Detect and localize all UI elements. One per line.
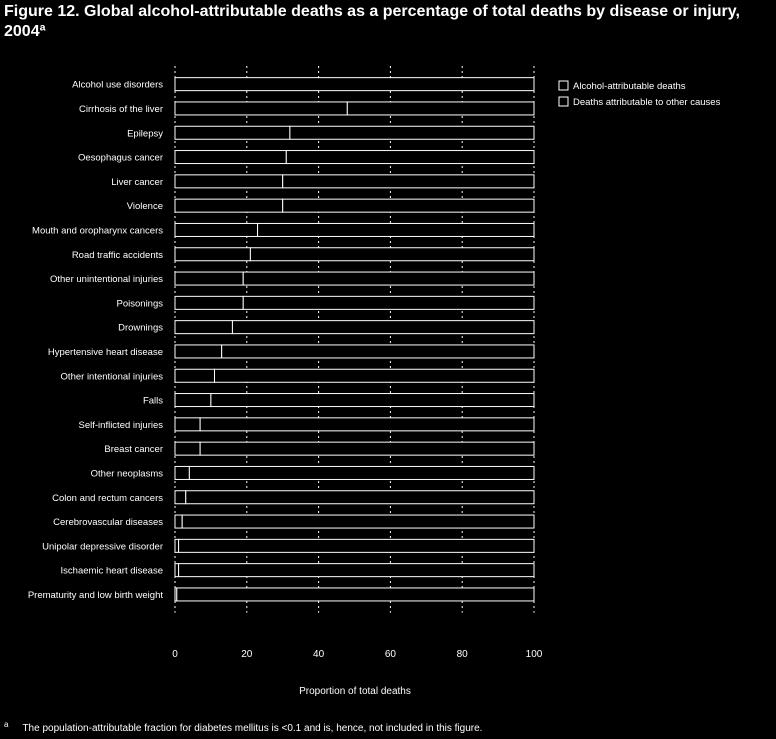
category-label: Liver cancer (111, 177, 163, 188)
x-tick-label: 40 (313, 649, 325, 660)
bars (174, 77, 535, 602)
bar-segment-alcohol (174, 417, 201, 432)
bar-segment-alcohol (174, 101, 348, 116)
bar-segment-alcohol (174, 247, 251, 262)
bar-segment-other (178, 538, 535, 553)
category-label: Alcohol use disorders (72, 80, 163, 91)
legend-label-other: Deaths attributable to other causes (573, 97, 721, 108)
bar-segment-other (285, 150, 535, 165)
bar-segment-alcohol (174, 393, 212, 408)
bar-segment-alcohol (174, 271, 244, 286)
category-label: Cerebrovascular diseases (53, 517, 163, 528)
bar-segment-other (181, 514, 535, 529)
gridlines (174, 66, 535, 613)
footnote-text: The population-attributable fraction for… (22, 723, 483, 734)
category-label: Hypertensive heart disease (48, 347, 163, 358)
category-label: Breast cancer (104, 444, 163, 455)
bar-segment-other (282, 198, 535, 213)
bar-segment-other (282, 174, 535, 189)
category-label: Other neoplasms (91, 468, 164, 479)
x-tick-label: 0 (172, 649, 178, 660)
category-label: Poisonings (117, 298, 164, 309)
bar-segment-alcohol (174, 490, 187, 505)
legend-label-alcohol: Alcohol-attributable deaths (573, 81, 686, 92)
bar-segment-other (242, 295, 535, 310)
bar-segment-alcohol (174, 295, 244, 310)
x-tick-label: 100 (526, 649, 543, 660)
bar-segment-alcohol (174, 174, 284, 189)
figure-title: Figure 12. Global alcohol-attributable d… (4, 3, 740, 40)
legend-swatch-other (558, 96, 569, 107)
category-label: Falls (143, 396, 163, 407)
bar-segment-other (231, 320, 535, 335)
footnote-marker: a (4, 720, 9, 729)
category-label: Self-inflicted injuries (79, 420, 164, 431)
category-label: Oesophagus cancer (78, 153, 163, 164)
category-label: Drownings (118, 323, 163, 334)
category-labels: Alcohol use disorders Cirrhosis of the li… (28, 80, 164, 601)
bar-segment-other (185, 490, 535, 505)
bar-segment-other (199, 441, 535, 456)
legend-swatch-alcohol (558, 80, 569, 91)
category-label: Epilepsy (127, 128, 163, 139)
legend: Alcohol-attributable deaths Deaths attri… (558, 80, 721, 108)
bar-segment-other (199, 417, 535, 432)
category-label: Violence (127, 201, 163, 212)
bar-segment-alcohol (174, 77, 535, 92)
bar-segment-other (176, 587, 535, 602)
category-label: Ischaemic heart disease (61, 566, 163, 577)
bar-segment-alcohol (174, 320, 233, 335)
bar-segment-alcohol (174, 465, 190, 480)
bar-segment-alcohol (174, 222, 259, 237)
bar-segment-alcohol (174, 344, 223, 359)
category-label: Mouth and oropharynx cancers (32, 225, 163, 236)
bar-segment-alcohol (174, 563, 180, 578)
bar-segment-other (346, 101, 535, 116)
category-label: Prematurity and low birth weight (28, 590, 164, 601)
bar-segment-other (257, 222, 535, 237)
bar-segment-alcohol (174, 125, 291, 140)
category-label: Cirrhosis of the liver (79, 104, 163, 115)
category-label: Road traffic accidents (72, 250, 163, 261)
x-axis-label: Proportion of total deaths (299, 686, 411, 697)
x-tick-label: 20 (241, 649, 253, 660)
category-label: Other unintentional injuries (50, 274, 163, 285)
category-label: Other intentional injuries (61, 371, 164, 382)
category-label: Colon and rectum cancers (52, 493, 163, 504)
category-label: Unipolar depressive disorder (42, 541, 163, 552)
x-axis-ticks: 0 20 40 60 80 100 (172, 649, 543, 660)
bar-segment-alcohol (174, 538, 180, 553)
x-tick-label: 60 (385, 649, 397, 660)
bar-segment-alcohol (174, 368, 215, 383)
bar-segment-other (178, 563, 535, 578)
bar-segment-other (221, 344, 535, 359)
bar-segment-other (242, 271, 535, 286)
footnote: a The population-attributable fraction fo… (4, 720, 483, 734)
bar-segment-alcohol (174, 150, 287, 165)
bar-segment-other (289, 125, 535, 140)
bar-segment-other (210, 393, 535, 408)
x-tick-label: 80 (457, 649, 469, 660)
bar-segment-other (213, 368, 535, 383)
bar-segment-alcohol (174, 514, 183, 529)
bar-segment-other (249, 247, 535, 262)
bar-segment-alcohol (174, 198, 284, 213)
bar-segment-other (188, 465, 535, 480)
bar-segment-alcohol (174, 441, 201, 456)
